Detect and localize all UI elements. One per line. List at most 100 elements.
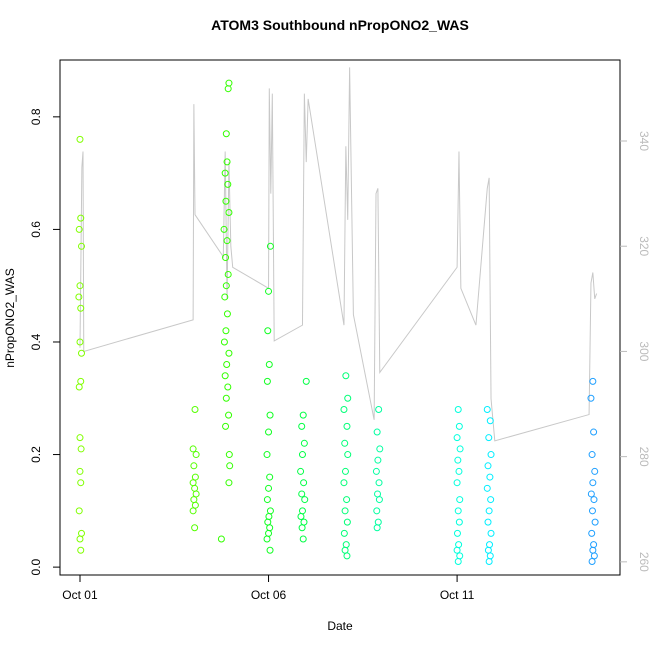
point (265, 529, 273, 537)
y-tick-label: 0.2 (29, 446, 43, 463)
point (76, 434, 84, 442)
point (223, 310, 231, 318)
point (266, 507, 274, 515)
point (76, 135, 84, 143)
point (264, 327, 272, 335)
point (374, 518, 382, 526)
point (590, 552, 598, 560)
point (225, 79, 233, 87)
point (189, 507, 197, 515)
point (342, 541, 350, 549)
point (454, 406, 462, 414)
point (225, 411, 233, 419)
point (485, 557, 493, 565)
chart-title: ATOM3 Southbound nPropONO2_WAS (211, 17, 469, 33)
point (341, 507, 349, 515)
point (265, 287, 273, 295)
point (298, 490, 306, 498)
y2-tick-label: 260 (637, 552, 650, 572)
x-axis-label: Date (327, 619, 353, 633)
point (374, 456, 382, 464)
point (77, 349, 85, 357)
point (591, 518, 599, 526)
x-tick-label: Oct 11 (440, 588, 475, 602)
point (456, 496, 464, 504)
point (225, 479, 233, 487)
point (485, 434, 493, 442)
point (222, 130, 230, 138)
point (341, 467, 349, 475)
point (590, 496, 598, 504)
point (591, 467, 599, 475)
point (453, 546, 461, 554)
point (372, 467, 380, 475)
point (191, 473, 199, 481)
point (77, 529, 85, 537)
point (486, 473, 494, 481)
point (266, 473, 274, 481)
point (298, 507, 306, 515)
y2-tick-label: 320 (637, 236, 650, 256)
point (224, 85, 232, 93)
point (77, 242, 85, 250)
point (297, 512, 305, 520)
point (454, 507, 462, 515)
point (300, 439, 308, 447)
point (340, 406, 348, 414)
point (224, 270, 232, 278)
point (225, 451, 233, 459)
point (265, 512, 273, 520)
point (77, 479, 85, 487)
point (75, 225, 83, 233)
point (344, 451, 352, 459)
point (375, 406, 383, 414)
point (192, 490, 200, 498)
point (588, 529, 596, 537)
point (487, 451, 495, 459)
point (455, 467, 463, 475)
y-tick-label: 0.8 (29, 108, 43, 125)
point (263, 535, 271, 543)
point (484, 462, 492, 470)
point (226, 462, 234, 470)
point (340, 529, 348, 537)
point (76, 535, 84, 543)
point (483, 406, 491, 414)
point (299, 535, 307, 543)
point (344, 394, 352, 402)
x-tick-label: Oct 01 (62, 588, 98, 602)
point (263, 496, 271, 504)
point (299, 411, 307, 419)
point (298, 422, 306, 430)
point (587, 490, 595, 498)
point (266, 546, 274, 554)
point (341, 546, 349, 554)
point (301, 496, 309, 504)
point (265, 428, 273, 436)
point (77, 214, 85, 222)
point (75, 507, 83, 515)
point (298, 524, 306, 532)
point (223, 237, 231, 245)
point (343, 552, 351, 560)
point (373, 507, 381, 515)
point (454, 557, 462, 565)
point (265, 484, 273, 492)
point (264, 518, 272, 526)
point (75, 293, 83, 301)
point (222, 254, 230, 262)
point (221, 293, 229, 301)
point (222, 197, 230, 205)
point (191, 524, 199, 532)
point (225, 209, 233, 217)
point (588, 557, 596, 565)
point (484, 518, 492, 526)
point (300, 479, 308, 487)
point (302, 377, 310, 385)
point (77, 546, 85, 554)
point (189, 445, 197, 453)
point (588, 451, 596, 459)
point (343, 422, 351, 430)
x-tick-label: Oct 06 (251, 588, 287, 602)
point (298, 451, 306, 459)
